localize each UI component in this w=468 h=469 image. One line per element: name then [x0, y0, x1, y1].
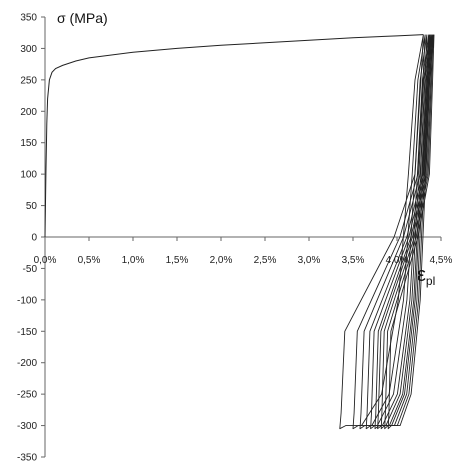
y-tick-label: -200 — [17, 358, 37, 369]
y-tick-label: -250 — [17, 390, 37, 401]
x-tick-label: 2,5% — [254, 255, 277, 266]
x-ticks: 0,0% 0,5% 1,0% 1,5% 2,0% 2,5% 3,0% 3,5% 4,0% 4,5% — [34, 237, 453, 266]
x-tick-label: 3,5% — [342, 255, 365, 266]
series — [44, 34, 435, 430]
y-tick-label: 50 — [26, 201, 38, 212]
y-axis-label: σ (MPa) — [57, 10, 108, 26]
x-tick-label: 1,0% — [122, 255, 145, 266]
axes — [44, 17, 441, 457]
x-axis-label: εpl — [417, 264, 435, 288]
series-loading-curve — [44, 34, 424, 238]
series-cycle-10 — [387, 34, 435, 430]
x-tick-label: 4,0% — [386, 255, 409, 266]
series-cycle-3 — [359, 34, 428, 430]
x-tick-label: 2,0% — [210, 255, 233, 266]
y-tick-label: -100 — [17, 295, 37, 306]
x-tick-label: 3,0% — [298, 255, 321, 266]
x-axis-label-main: ε — [417, 264, 426, 286]
x-tick-label: 0,5% — [78, 255, 101, 266]
y-tick-label: 300 — [20, 44, 37, 55]
y-tick-label: 0 — [31, 233, 37, 244]
y-tick-label: 350 — [20, 13, 37, 24]
y-tick-label: 200 — [20, 107, 37, 118]
series-cycle-2 — [352, 34, 426, 430]
y-tick-label: -150 — [17, 327, 37, 338]
series-cycle-9 — [384, 34, 434, 430]
x-tick-label: 0,0% — [34, 255, 57, 266]
y-tick-label: -50 — [23, 264, 38, 275]
y-tick-label: 100 — [20, 170, 37, 181]
x-tick-label: 1,5% — [166, 255, 189, 266]
y-tick-label: 250 — [20, 75, 37, 86]
y-ticks: 350 300 250 200 150 100 50 0 -50 -100 -150 -200 -250… — [17, 13, 45, 464]
y-tick-label: -350 — [17, 453, 37, 464]
x-tick-label: 4,5% — [430, 255, 453, 266]
y-tick-label: -300 — [17, 421, 37, 432]
x-axis-label-sub: pl — [426, 274, 435, 288]
y-tick-label: 150 — [20, 138, 37, 149]
